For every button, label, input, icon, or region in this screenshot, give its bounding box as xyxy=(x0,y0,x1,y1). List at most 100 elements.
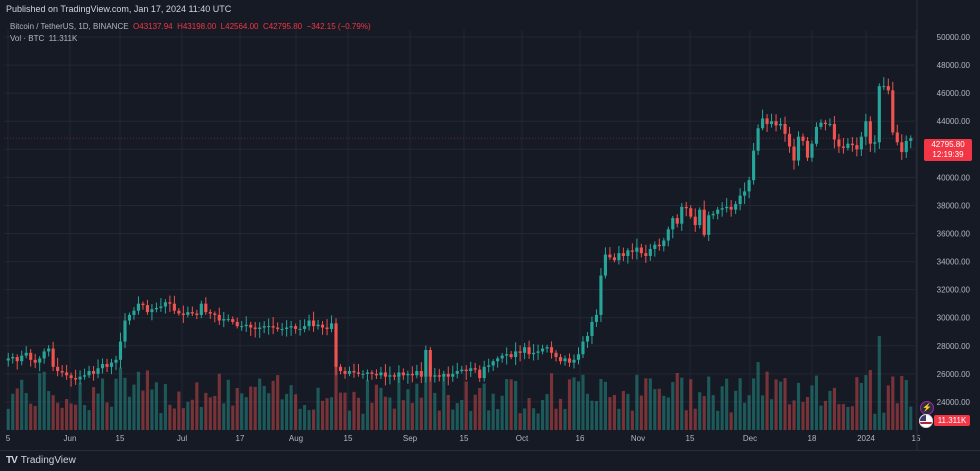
candle-body xyxy=(428,350,432,377)
volume-bar xyxy=(545,394,549,430)
volume-bar xyxy=(419,397,423,430)
volume-bar xyxy=(505,379,509,430)
volume-bar xyxy=(792,400,796,430)
volume-bar xyxy=(294,394,298,430)
candle-body xyxy=(774,121,778,126)
volume-bar xyxy=(338,392,343,430)
volume-bar xyxy=(761,395,765,430)
candle-body xyxy=(199,303,203,315)
volume-bar xyxy=(60,407,64,430)
y-tick-label: 30000.00 xyxy=(937,314,971,323)
candle-body xyxy=(549,347,554,353)
volume-bar xyxy=(433,392,437,430)
volume-bar xyxy=(240,393,244,430)
candle-body xyxy=(365,372,370,374)
volume-bar xyxy=(334,361,338,430)
x-tick-label: Aug xyxy=(289,434,303,443)
candle-body xyxy=(374,373,379,376)
volume-bar xyxy=(630,410,634,430)
volume-bar xyxy=(177,391,181,430)
volume-bar xyxy=(832,387,836,430)
volume-bar xyxy=(20,379,24,430)
candle-body xyxy=(271,326,275,328)
candle-body xyxy=(702,209,706,235)
volume-bar xyxy=(671,382,675,430)
candle-body xyxy=(473,368,477,370)
volume-bar xyxy=(693,408,697,430)
volume-bar xyxy=(392,408,396,430)
volume-bar xyxy=(653,389,657,430)
candle-body xyxy=(235,321,239,327)
candle-body xyxy=(680,206,684,224)
footer-bar: TV TradingView xyxy=(0,450,980,471)
x-tick-label: 16 xyxy=(576,434,585,443)
volume-label: Vol · BTC xyxy=(10,34,45,43)
candle-body xyxy=(109,362,114,367)
volume-bar xyxy=(460,399,464,430)
volume-bar xyxy=(235,387,239,430)
volume-bar xyxy=(352,391,356,430)
candle-body xyxy=(464,369,468,372)
volume-bar xyxy=(145,370,150,430)
candle-body xyxy=(307,320,311,327)
volume-bar xyxy=(846,407,850,430)
volume-bar xyxy=(91,387,96,430)
candle-body xyxy=(244,324,248,327)
volume-bar xyxy=(563,408,567,430)
close-value: C42795.80 xyxy=(262,22,303,31)
bolt-icon[interactable]: ⚡ xyxy=(920,401,934,415)
volume-bar xyxy=(347,410,352,430)
candle-body xyxy=(208,312,212,314)
candle-body xyxy=(496,358,500,362)
brand[interactable]: TV TradingView xyxy=(6,455,76,466)
volume-bar xyxy=(249,386,253,430)
volume-bar xyxy=(280,399,284,430)
candle-body xyxy=(478,369,482,379)
candle-body xyxy=(689,208,693,217)
volume-bar xyxy=(725,378,729,430)
candle-body xyxy=(761,118,765,129)
x-tick-label: 15 xyxy=(912,434,921,443)
candle-body xyxy=(532,352,536,355)
volume-bar xyxy=(51,395,55,430)
candle-body xyxy=(909,138,913,141)
candle-body xyxy=(47,348,51,352)
volume-bar xyxy=(374,384,379,430)
candle-body xyxy=(226,319,230,321)
candle-body xyxy=(545,347,549,349)
volume-bar xyxy=(127,396,132,430)
volume-bar xyxy=(805,397,810,430)
volume-bar xyxy=(42,371,46,430)
volume-bar xyxy=(491,393,495,430)
brand-name: TradingView xyxy=(20,455,76,466)
chart-background xyxy=(0,0,980,450)
candle-body xyxy=(276,327,280,329)
candle-body xyxy=(778,124,783,126)
volume-bar xyxy=(828,390,832,430)
x-tick-label: Nov xyxy=(631,434,645,443)
volume-bar xyxy=(388,397,392,430)
volume-bar xyxy=(190,399,194,430)
candle-body xyxy=(554,352,558,358)
candle-body xyxy=(509,354,513,358)
volume-bar xyxy=(244,397,248,430)
volume-bar xyxy=(159,413,163,430)
volume-bar xyxy=(154,382,158,430)
x-tick-label: 15 xyxy=(460,434,469,443)
volume-bar xyxy=(195,382,199,430)
candle-body xyxy=(738,195,742,205)
volume-bar xyxy=(343,392,347,430)
candle-body xyxy=(783,124,787,134)
candle-body xyxy=(657,244,661,247)
volume-bar xyxy=(424,373,428,430)
candle-body xyxy=(639,247,643,254)
volume-bar xyxy=(585,393,590,430)
volume-bar xyxy=(837,404,841,430)
volume-bar xyxy=(603,381,607,430)
candle-body xyxy=(334,323,338,367)
high-value: H43198.00 xyxy=(177,22,217,31)
candle-body xyxy=(105,364,109,367)
candle-body xyxy=(814,126,819,144)
candle-body xyxy=(11,357,15,359)
